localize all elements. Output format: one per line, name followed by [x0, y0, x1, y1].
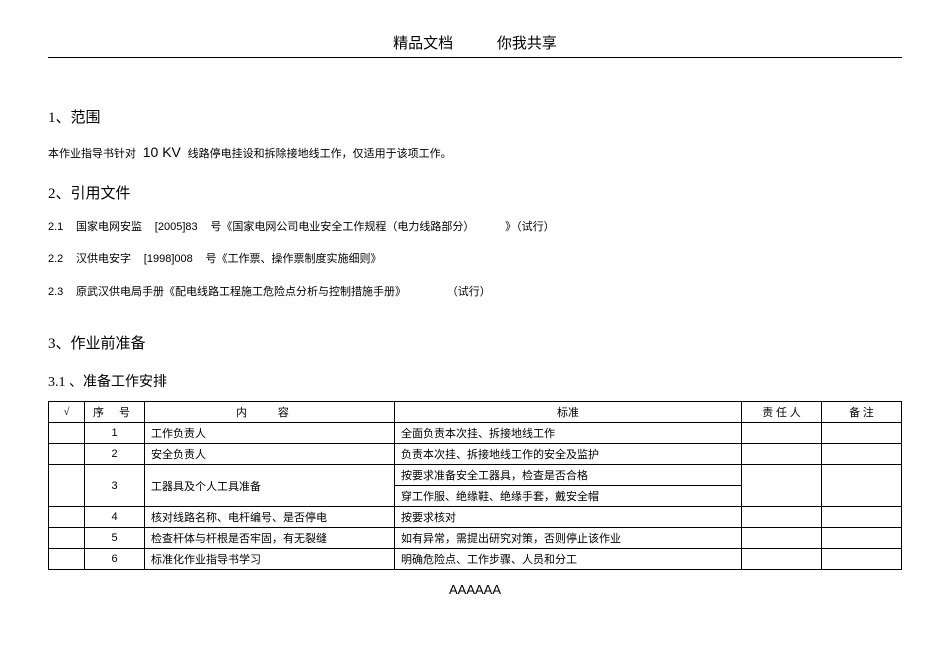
cell-std: 如有异常，需提出研究对策，否则停止该作业	[395, 528, 742, 549]
section-3-1-title: 3.1 、准备工作安排	[48, 371, 902, 391]
ref3-a: 原武汉供电局手册《配电线路工程施工危险点分析与控制措施手册》	[76, 286, 406, 298]
cell-owner	[742, 423, 822, 444]
th-seq: 序 号	[85, 402, 145, 423]
header-right: 你我共享	[497, 32, 557, 53]
ref2-idx: 2.2	[48, 253, 63, 265]
cell-seq: 3	[85, 465, 145, 507]
page-root: 精品文档 你我共享 1、范围 本作业指导书针对 10 KV 线路停电挂设和拆除接…	[0, 0, 950, 597]
cell-seq: 1	[85, 423, 145, 444]
cell-content: 标准化作业指导书学习	[145, 549, 395, 570]
cell-check	[49, 549, 85, 570]
s1-kv: 10 KV	[139, 144, 185, 160]
section-2-title: 2、引用文件	[48, 182, 902, 203]
cell-seq: 4	[85, 507, 145, 528]
cell-std: 穿工作服、绝缘鞋、绝缘手套，戴安全帽	[395, 486, 742, 507]
cell-note	[822, 549, 902, 570]
ref1-d: 》（试行）	[505, 221, 555, 233]
cell-check	[49, 444, 85, 465]
cell-content: 安全负责人	[145, 444, 395, 465]
cell-owner	[742, 507, 822, 528]
s1-post: 线路停电挂设和拆除接地线工作，仅适用于该项工作。	[188, 148, 452, 160]
th-content: 内 容	[145, 402, 395, 423]
table-row: 3工器具及个人工具准备按要求准备安全工器具，检查是否合格	[49, 465, 902, 486]
cell-note	[822, 423, 902, 444]
section-1-body: 本作业指导书针对 10 KV 线路停电挂设和拆除接地线工作，仅适用于该项工作。	[48, 141, 902, 164]
cell-std: 明确危险点、工作步骤、人员和分工	[395, 549, 742, 570]
cell-content: 检查杆体与杆根是否牢固，有无裂缝	[145, 528, 395, 549]
ref1-a: 国家电网安监	[76, 221, 142, 233]
cell-note	[822, 465, 902, 507]
prep-tbody: 1工作负责人全面负责本次挂、拆接地线工作2安全负责人负责本次挂、拆接地线工作的安…	[49, 423, 902, 570]
ref-line-3: 2.3 原武汉供电局手册《配电线路工程施工危险点分析与控制措施手册》 （试行）	[48, 284, 902, 301]
section-3-title: 3、作业前准备	[48, 332, 902, 353]
ref-line-1: 2.1 国家电网安监 [2005]83 号《国家电网公司电业安全工作规程（电力线…	[48, 219, 902, 236]
cell-check	[49, 528, 85, 549]
table-row: 1工作负责人全面负责本次挂、拆接地线工作	[49, 423, 902, 444]
table-row: 5检查杆体与杆根是否牢固，有无裂缝如有异常，需提出研究对策，否则停止该作业	[49, 528, 902, 549]
cell-content: 核对线路名称、电杆编号、是否停电	[145, 507, 395, 528]
ref2-b: [1998]008	[144, 253, 193, 265]
cell-seq: 6	[85, 549, 145, 570]
cell-owner	[742, 549, 822, 570]
cell-seq: 5	[85, 528, 145, 549]
ref3-d: （试行）	[447, 286, 491, 298]
ref-line-2: 2.2 汉供电安字 [1998]008 号《工作票、操作票制度实施细则》	[48, 251, 902, 268]
th-check: √	[49, 402, 85, 423]
cell-check	[49, 423, 85, 444]
prep-thead: √ 序 号 内 容 标准 责 任 人 备 注	[49, 402, 902, 423]
th-owner: 责 任 人	[742, 402, 822, 423]
cell-note	[822, 444, 902, 465]
prep-header-row: √ 序 号 内 容 标准 责 任 人 备 注	[49, 402, 902, 423]
section-1-title: 1、范围	[48, 106, 902, 127]
cell-note	[822, 528, 902, 549]
ref2-c: 号《工作票、操作票制度实施细则》	[205, 253, 381, 265]
table-row: 2安全负责人负责本次挂、拆接地线工作的安全及监护	[49, 444, 902, 465]
cell-content: 工器具及个人工具准备	[145, 465, 395, 507]
s1-pre: 本作业指导书针对	[48, 148, 136, 160]
th-std: 标准	[395, 402, 742, 423]
table-row: 4核对线路名称、电杆编号、是否停电按要求核对	[49, 507, 902, 528]
cell-note	[822, 507, 902, 528]
cell-std: 负责本次挂、拆接地线工作的安全及监护	[395, 444, 742, 465]
ref1-c: 号《国家电网公司电业安全工作规程（电力线路部分）	[210, 221, 474, 233]
page-header: 精品文档 你我共享	[48, 32, 902, 58]
cell-std: 按要求准备安全工器具，检查是否合格	[395, 465, 742, 486]
ref3-idx: 2.3	[48, 286, 63, 298]
cell-std: 按要求核对	[395, 507, 742, 528]
header-left: 精品文档	[393, 32, 453, 53]
ref1-idx: 2.1	[48, 221, 63, 233]
table-row: 6标准化作业指导书学习明确危险点、工作步骤、人员和分工	[49, 549, 902, 570]
cell-check	[49, 465, 85, 507]
cell-owner	[742, 528, 822, 549]
prep-table: √ 序 号 内 容 标准 责 任 人 备 注 1工作负责人全面负责本次挂、拆接地…	[48, 401, 902, 570]
ref2-a: 汉供电安字	[76, 253, 131, 265]
cell-seq: 2	[85, 444, 145, 465]
ref1-b: [2005]83	[155, 221, 198, 233]
cell-check	[49, 507, 85, 528]
cell-owner	[742, 444, 822, 465]
cell-owner	[742, 465, 822, 507]
th-note: 备 注	[822, 402, 902, 423]
cell-std: 全面负责本次挂、拆接地线工作	[395, 423, 742, 444]
cell-content: 工作负责人	[145, 423, 395, 444]
page-footer: AAAAAA	[48, 582, 902, 597]
